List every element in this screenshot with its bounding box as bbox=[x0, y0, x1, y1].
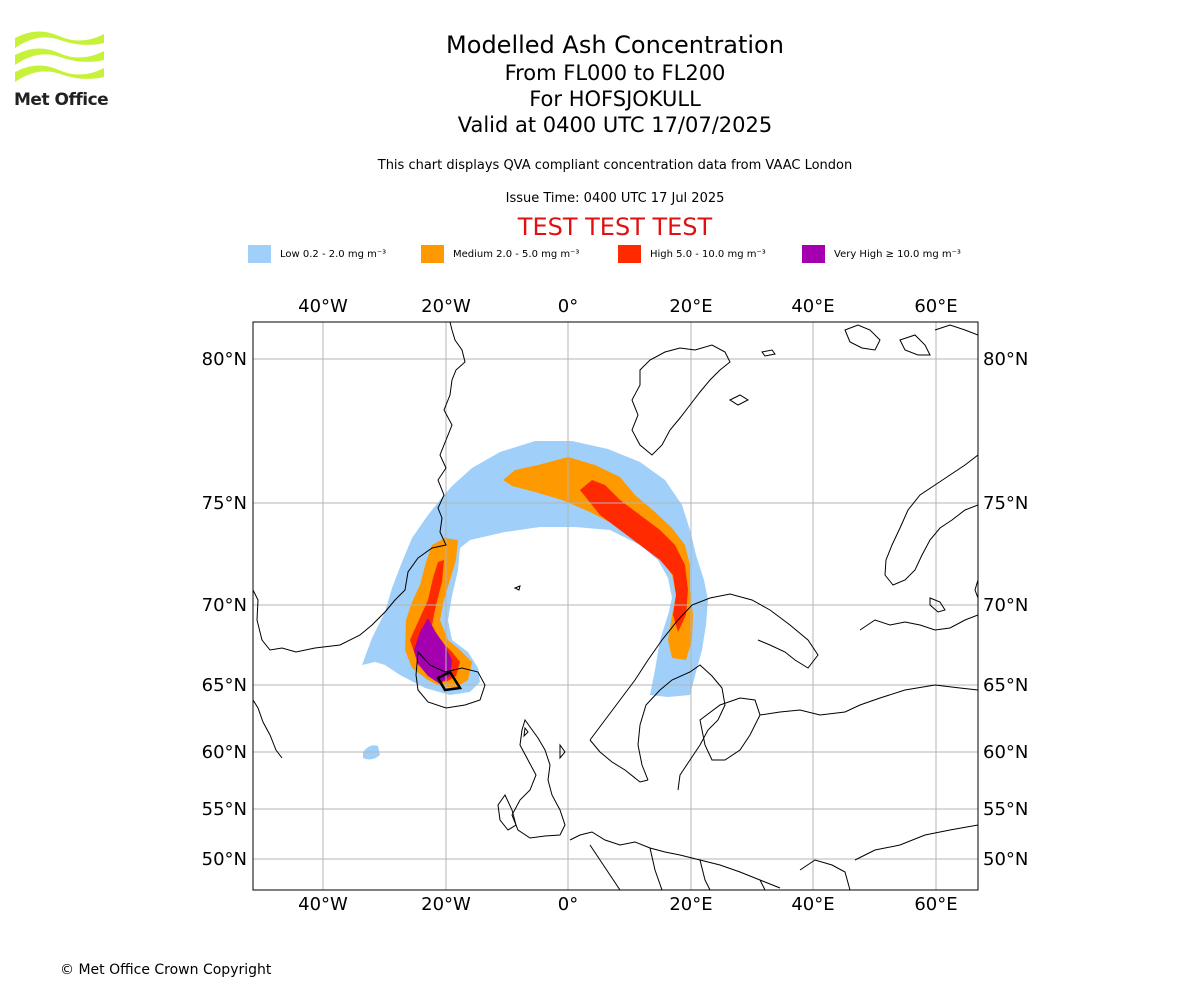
legend-swatch-medium bbox=[421, 245, 444, 263]
lon-label: 40°E bbox=[791, 894, 834, 915]
lon-label: 40°W bbox=[298, 894, 348, 915]
chart-title-block: Modelled Ash Concentration From FL000 to… bbox=[365, 30, 865, 138]
legend-label-very-high: Very High ≥ 10.0 mg m⁻³ bbox=[834, 248, 961, 260]
legend-item-very-high: Very High ≥ 10.0 mg m⁻³ bbox=[802, 244, 961, 264]
legend-swatch-high bbox=[618, 245, 641, 263]
lon-label: 60°E bbox=[914, 296, 957, 317]
lat-label: 65°N bbox=[983, 675, 1028, 696]
lon-labels-bottom: 40°W 20°W 0° 20°E 40°E 60°E bbox=[298, 894, 957, 915]
valid-time: Valid at 0400 UTC 17/07/2025 bbox=[457, 113, 773, 137]
legend-item-high: High 5.0 - 10.0 mg m⁻³ bbox=[618, 244, 766, 264]
legend-swatch-low bbox=[248, 245, 271, 263]
chart-subtitle: This chart displays QVA compliant concen… bbox=[377, 158, 853, 173]
met-office-logo bbox=[15, 31, 104, 82]
lat-label: 80°N bbox=[202, 349, 247, 370]
legend-label-high: High 5.0 - 10.0 mg m⁻³ bbox=[650, 248, 766, 260]
lat-label: 70°N bbox=[202, 595, 247, 616]
volcano-name: For HOFSJOKULL bbox=[529, 87, 701, 111]
test-banner: TEST TEST TEST bbox=[517, 213, 713, 241]
map-frame bbox=[252, 321, 979, 891]
lat-label: 65°N bbox=[202, 675, 247, 696]
logo-wordmark: Met Office bbox=[14, 90, 109, 110]
ash-high-arc bbox=[580, 480, 688, 632]
lat-labels-right: 80°N 75°N 70°N 65°N 60°N 55°N 50°N bbox=[983, 349, 1028, 870]
chart-title: Modelled Ash Concentration bbox=[446, 31, 784, 59]
copyright-notice: © Met Office Crown Copyright bbox=[60, 962, 272, 978]
lon-label: 20°W bbox=[421, 894, 471, 915]
lon-label: 20°E bbox=[669, 894, 712, 915]
lat-label: 50°N bbox=[983, 849, 1028, 870]
lon-label: 0° bbox=[558, 296, 578, 317]
coastlines bbox=[253, 322, 978, 890]
lat-label: 55°N bbox=[983, 799, 1028, 820]
lat-labels-left: 80°N 75°N 70°N 65°N 60°N 55°N 50°N bbox=[202, 349, 247, 870]
volcano-area-outline bbox=[436, 670, 463, 692]
flight-level-range: From FL000 to FL200 bbox=[504, 61, 726, 85]
lat-label: 50°N bbox=[202, 849, 247, 870]
lon-label: 40°E bbox=[791, 296, 834, 317]
lon-label: 40°W bbox=[298, 296, 348, 317]
lon-labels-top: 40°W 20°W 0° 20°E 40°E 60°E bbox=[298, 296, 957, 317]
lat-label: 60°N bbox=[202, 742, 247, 763]
lat-label: 70°N bbox=[983, 595, 1028, 616]
lon-label: 0° bbox=[558, 894, 578, 915]
lat-label: 55°N bbox=[202, 799, 247, 820]
lon-label: 20°E bbox=[669, 296, 712, 317]
legend-label-medium: Medium 2.0 - 5.0 mg m⁻³ bbox=[453, 248, 580, 260]
legend-item-medium: Medium 2.0 - 5.0 mg m⁻³ bbox=[421, 244, 579, 264]
lat-label: 75°N bbox=[202, 493, 247, 514]
ash-very-high-region bbox=[414, 618, 452, 684]
ash-medium-arc bbox=[503, 457, 693, 660]
lat-label: 80°N bbox=[983, 349, 1028, 370]
legend-swatch-very-high bbox=[802, 245, 825, 263]
lon-label: 20°W bbox=[421, 296, 471, 317]
legend-label-low: Low 0.2 - 2.0 mg m⁻³ bbox=[280, 248, 387, 260]
lat-label: 60°N bbox=[983, 742, 1028, 763]
issue-time: Issue Time: 0400 UTC 17 Jul 2025 bbox=[505, 191, 725, 206]
legend-item-low: Low 0.2 - 2.0 mg m⁻³ bbox=[248, 244, 386, 264]
lon-label: 60°E bbox=[914, 894, 957, 915]
lat-label: 75°N bbox=[983, 493, 1028, 514]
graticule bbox=[253, 322, 978, 890]
